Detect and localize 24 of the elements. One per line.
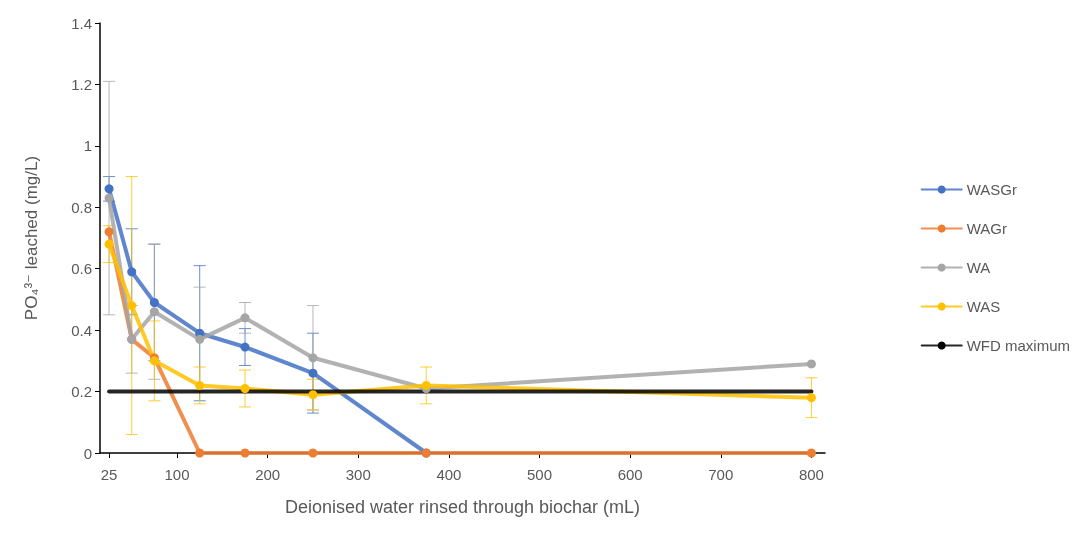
x-tick-label: 400	[436, 466, 462, 483]
legend-label: WA	[966, 259, 991, 276]
y-tick-label: 0.6	[71, 260, 92, 278]
x-tick-label: 25	[100, 466, 118, 483]
y-tick-label: 1.2	[71, 75, 92, 93]
legend-label: WASGr	[966, 181, 1017, 198]
y-tick-label: 0	[83, 444, 92, 462]
y-tick-label: 1	[83, 137, 92, 155]
y-axis-title: PO₄³⁻ leached (mg/L)	[22, 155, 41, 321]
x-tick-label: 600	[617, 466, 643, 483]
y-tick-label: 0.8	[71, 198, 92, 216]
legend-label: WAS	[966, 298, 1001, 315]
y-tick-label: 1.4	[71, 14, 92, 32]
x-tick-label: 200	[255, 466, 281, 483]
x-tick-label: 500	[527, 466, 553, 483]
x-tick-label: 700	[708, 466, 734, 483]
y-tick-label: 0.2	[71, 383, 92, 401]
x-axis-title: Deionised water rinsed through biochar (mL)	[284, 497, 641, 517]
legend-label: WAGr	[966, 220, 1007, 237]
x-tick-label: 300	[345, 466, 371, 483]
x-tick-label: 800	[798, 466, 824, 483]
y-tick-label: 0.4	[71, 321, 92, 339]
legend-label: WFD maximum	[966, 337, 1071, 354]
x-tick-label: 100	[164, 466, 190, 483]
